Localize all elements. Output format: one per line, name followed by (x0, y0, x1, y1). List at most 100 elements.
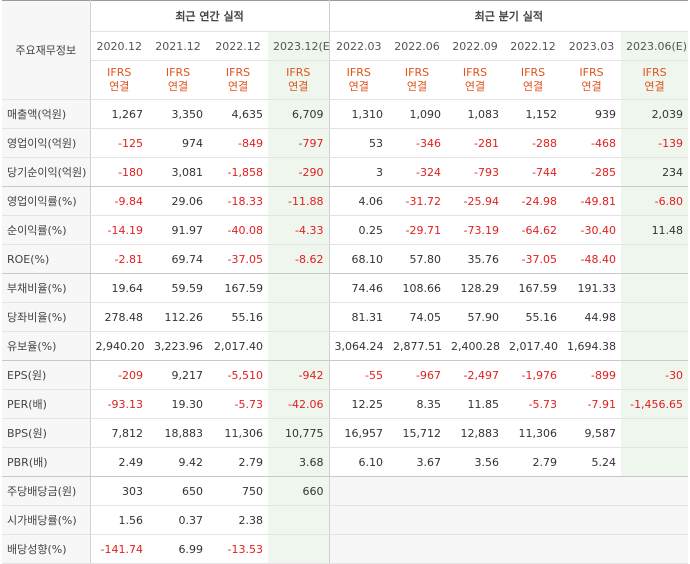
period-header: 2022.12 (504, 31, 563, 61)
table-cell: 3.56 (446, 447, 505, 477)
table-cell: -24.98 (504, 186, 563, 216)
period-header: 2023.12(E) (268, 31, 330, 61)
table-cell: 2.38 (208, 505, 268, 535)
table-cell: 1,083 (446, 99, 505, 129)
table-cell: -40.08 (208, 215, 268, 245)
consolidated-label: 연결 (288, 80, 309, 93)
table-cell: 3 (329, 157, 389, 187)
table-cell: -11.88 (268, 186, 330, 216)
period-header-row: 2020.12 2021.12 2022.12 2023.12(E) 2022.03 20… (2, 31, 689, 61)
ifrs-consolidated-label: IFRS 연결 (208, 60, 268, 100)
consolidated-label: 연결 (406, 80, 428, 93)
period-header: 2022.09 (446, 31, 505, 61)
table-cell: -1,976 (504, 360, 563, 390)
table-cell: 3.68 (268, 447, 330, 477)
period-header: 2023.06(E) (621, 31, 689, 61)
table-cell: -2,497 (446, 360, 505, 390)
table-cell: -5,510 (208, 360, 268, 390)
table-cell (268, 302, 330, 332)
table-cell: -793 (446, 157, 505, 187)
consolidated-label: 연결 (109, 80, 130, 93)
table-cell: -14.19 (90, 215, 148, 245)
consolidated-label: 연결 (644, 80, 665, 93)
table-cell: 650 (148, 476, 208, 506)
row-label: 주당배당금(원) (2, 476, 91, 506)
table-cell: 1,090 (388, 99, 447, 129)
table-cell (268, 505, 330, 535)
table-cell: 68.10 (329, 244, 389, 274)
table-cell: -64.62 (504, 215, 563, 245)
row-label: 순이익률(%) (2, 215, 91, 245)
table-cell: 108.66 (388, 273, 447, 303)
table-cell (329, 476, 389, 506)
row-label: PER(배) (2, 389, 91, 419)
table-cell: 2,017.40 (208, 331, 268, 361)
table-cell: 8.35 (388, 389, 447, 419)
table-cell: 2.79 (504, 447, 563, 477)
table-row: 유보율(%) 2,940.20 3,223.96 2,017.40 3,064.24 2,… (2, 331, 689, 361)
table-cell: 57.90 (446, 302, 505, 332)
table-cell: 4,635 (208, 99, 268, 129)
table-cell: -180 (90, 157, 148, 187)
table-cell: 29.06 (148, 186, 208, 216)
table-cell (388, 505, 447, 535)
table-cell (562, 476, 622, 506)
table-cell: 0.37 (148, 505, 208, 535)
table-cell: 974 (148, 128, 208, 158)
row-label: 당기순이익(억원) (2, 157, 91, 187)
ifrs-consolidated-label: IFRS 연결 (268, 60, 330, 100)
table-cell: 2,400.28 (446, 331, 505, 361)
table-cell: 2,877.51 (388, 331, 447, 361)
table-cell: 2,940.20 (90, 331, 148, 361)
table-cell (446, 534, 505, 564)
table-cell: -6.80 (621, 186, 689, 216)
period-header: 2021.12 (148, 31, 208, 61)
table-cell (621, 244, 689, 274)
table-row: 영업이익률(%) -9.84 29.06 -18.33 -11.88 4.06 -31.72… (2, 186, 689, 216)
table-cell (621, 273, 689, 303)
table-cell: 4.06 (329, 186, 389, 216)
table-cell: 18,883 (148, 418, 208, 448)
table-cell: 91.97 (148, 215, 208, 245)
table-cell (446, 476, 505, 506)
table-cell: 6.99 (148, 534, 208, 564)
table-cell: -285 (562, 157, 622, 187)
table-cell: -48.40 (562, 244, 622, 274)
table-cell: 9,217 (148, 360, 208, 390)
table-cell: -9.84 (90, 186, 148, 216)
table-cell (621, 302, 689, 332)
table-cell: -7.91 (562, 389, 622, 419)
table-cell: 5.24 (562, 447, 622, 477)
row-label: 시가배당률(%) (2, 505, 91, 535)
ifrs-label: IFRS (404, 66, 430, 79)
ifrs-label: IFRS (579, 66, 604, 79)
period-header: 2022.03 (329, 31, 389, 61)
table-cell: 55.16 (504, 302, 563, 332)
ifrs-consolidated-label: IFRS 연결 (562, 60, 622, 100)
table-cell: 19.30 (148, 389, 208, 419)
table-cell (504, 534, 563, 564)
table-cell: -25.94 (446, 186, 505, 216)
table-cell: -37.05 (208, 244, 268, 274)
table-row: 시가배당률(%) 1.56 0.37 2.38 (2, 505, 689, 535)
consolidated-label: 연결 (464, 80, 486, 93)
table-cell: 15,712 (388, 418, 447, 448)
row-label: 매출액(억원) (2, 99, 91, 129)
table-cell: 74.46 (329, 273, 389, 303)
table-cell (329, 534, 389, 564)
table-cell: 2,017.40 (504, 331, 563, 361)
table-row: 부채비율(%) 19.64 59.59 167.59 74.46 108.66 128.29… (2, 273, 689, 303)
table-cell: 7,812 (90, 418, 148, 448)
annual-group-title: 최근 연간 실적 (90, 0, 330, 32)
table-row: 영업이익(억원) -125 974 -849 -797 53 -346 -281 -288 -46… (2, 128, 689, 158)
table-cell: -29.71 (388, 215, 447, 245)
table-cell: 1,152 (504, 99, 563, 129)
table-row: 당기순이익(억원) -180 3,081 -1,858 -290 3 -324 -793 -74… (2, 157, 689, 187)
table-cell: -5.73 (504, 389, 563, 419)
table-cell (329, 505, 389, 535)
table-cell: -899 (562, 360, 622, 390)
ifrs-label: IFRS (286, 66, 311, 79)
table-cell: 53 (329, 128, 389, 158)
ifrs-label: IFRS (520, 66, 546, 79)
